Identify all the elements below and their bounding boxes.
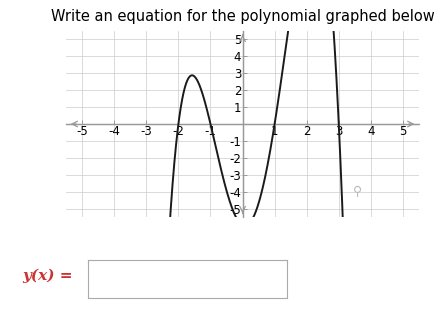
- Text: ⚲: ⚲: [353, 185, 363, 198]
- Title: Write an equation for the polynomial graphed below: Write an equation for the polynomial gra…: [51, 9, 434, 24]
- Text: y(x) =: y(x) =: [22, 269, 73, 283]
